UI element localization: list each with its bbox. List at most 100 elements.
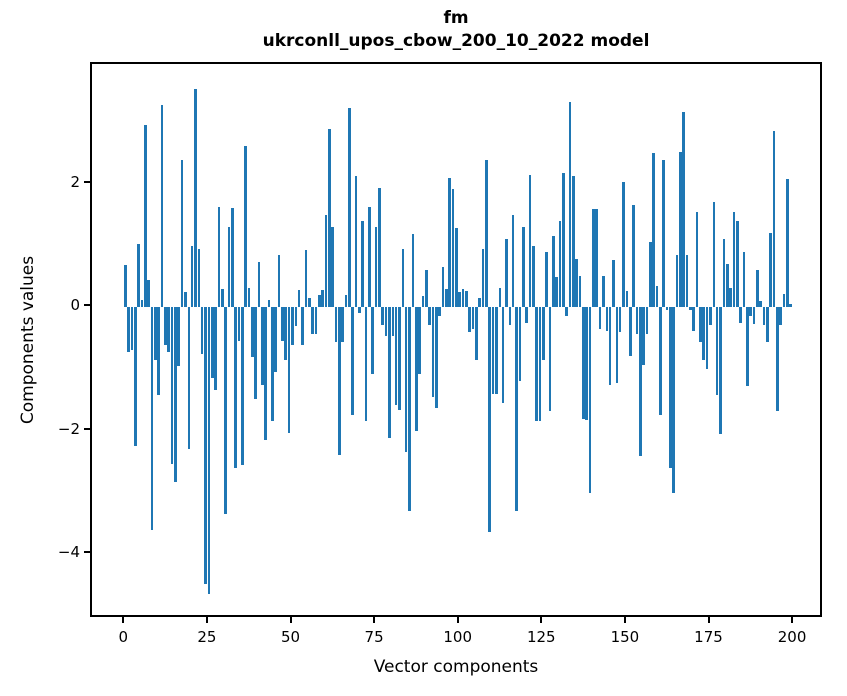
bar-183 <box>735 220 739 308</box>
bar-45 <box>274 307 278 372</box>
y-tick-label-−4: −4 <box>57 543 80 562</box>
bar-113 <box>501 307 505 403</box>
bar-175 <box>709 307 712 326</box>
y-tick-mark-2 <box>84 180 90 183</box>
bar-73 <box>368 206 371 308</box>
bar-117 <box>515 307 518 511</box>
bar-7 <box>147 279 150 308</box>
bar-139 <box>588 307 592 493</box>
bar-36 <box>244 145 247 308</box>
bar-10 <box>157 307 161 396</box>
bar-51 <box>294 307 298 326</box>
bar-111 <box>495 307 498 394</box>
chart-title: fm <box>443 8 469 28</box>
bar-93 <box>434 307 438 409</box>
bar-127 <box>548 307 552 411</box>
bar-76 <box>378 187 381 308</box>
x-tick-mark-175 <box>707 617 710 623</box>
bar-100 <box>458 291 461 308</box>
bar-190 <box>759 301 762 308</box>
plot-area <box>90 62 822 617</box>
bar-13 <box>167 307 171 353</box>
bar-27 <box>214 307 217 391</box>
bar-11 <box>160 104 164 308</box>
bar-32 <box>230 207 234 308</box>
bar-126 <box>545 251 548 308</box>
bar-161 <box>662 160 665 308</box>
bar-94 <box>438 307 441 317</box>
bar-123 <box>535 307 538 422</box>
bar-25 <box>207 307 211 594</box>
bar-137 <box>582 307 585 419</box>
bar-8 <box>150 307 154 531</box>
x-tick-label-150: 150 <box>610 628 640 646</box>
bar-49 <box>287 307 291 434</box>
bar-120 <box>525 307 528 324</box>
bar-88 <box>418 307 421 374</box>
bar-series <box>92 64 820 615</box>
bar-5 <box>140 299 144 308</box>
bar-70 <box>358 307 361 314</box>
bar-80 <box>391 307 395 337</box>
bar-4 <box>137 243 140 308</box>
bar-52 <box>297 290 301 308</box>
bar-19 <box>187 307 191 449</box>
bar-171 <box>695 211 699 308</box>
bar-62 <box>331 227 334 308</box>
bar-152 <box>632 205 635 308</box>
bar-162 <box>665 307 669 311</box>
y-tick-label-−2: −2 <box>57 419 80 438</box>
bar-156 <box>645 307 649 335</box>
x-tick-mark-0 <box>122 617 125 623</box>
bar-145 <box>608 307 612 385</box>
bar-187 <box>749 307 752 317</box>
bar-174 <box>705 307 709 369</box>
bar-14 <box>170 307 174 464</box>
bar-135 <box>575 259 579 308</box>
bar-61 <box>327 129 331 308</box>
bar-185 <box>742 251 746 308</box>
bar-194 <box>772 131 776 308</box>
bar-155 <box>642 307 645 366</box>
bar-103 <box>468 307 472 332</box>
bar-115 <box>508 307 512 326</box>
bar-118 <box>518 307 522 382</box>
bar-134 <box>572 175 575 308</box>
y-tick-label-0: 0 <box>70 296 80 315</box>
x-tick-label-75: 75 <box>364 628 384 646</box>
bar-1 <box>127 307 130 352</box>
bar-85 <box>408 307 411 511</box>
bar-74 <box>371 307 375 374</box>
x-tick-mark-150 <box>623 617 626 623</box>
bar-129 <box>555 277 558 308</box>
bar-148 <box>618 307 622 333</box>
bar-46 <box>277 254 281 308</box>
bar-35 <box>241 307 244 465</box>
bar-68 <box>351 307 354 416</box>
bar-41 <box>261 307 264 385</box>
bar-104 <box>471 307 475 329</box>
bar-131 <box>562 172 565 308</box>
bar-86 <box>411 234 415 308</box>
bar-101 <box>461 288 465 308</box>
bar-143 <box>602 276 605 308</box>
bar-56 <box>311 307 314 334</box>
bar-59 <box>321 290 324 308</box>
bar-168 <box>685 254 689 308</box>
bar-37 <box>247 288 251 308</box>
bar-109 <box>488 307 492 533</box>
x-tick-mark-125 <box>540 617 543 623</box>
bar-191 <box>762 307 766 326</box>
y-axis-label: Components values <box>18 255 38 425</box>
bar-16 <box>177 307 181 367</box>
bar-69 <box>354 176 358 308</box>
bar-0 <box>123 265 127 308</box>
bar-67 <box>348 108 351 308</box>
bar-164 <box>672 307 675 493</box>
bar-178 <box>719 307 722 434</box>
bar-39 <box>254 307 258 400</box>
bar-43 <box>267 300 271 308</box>
bar-141 <box>595 208 599 308</box>
bar-188 <box>752 307 756 325</box>
bar-198 <box>786 178 789 308</box>
